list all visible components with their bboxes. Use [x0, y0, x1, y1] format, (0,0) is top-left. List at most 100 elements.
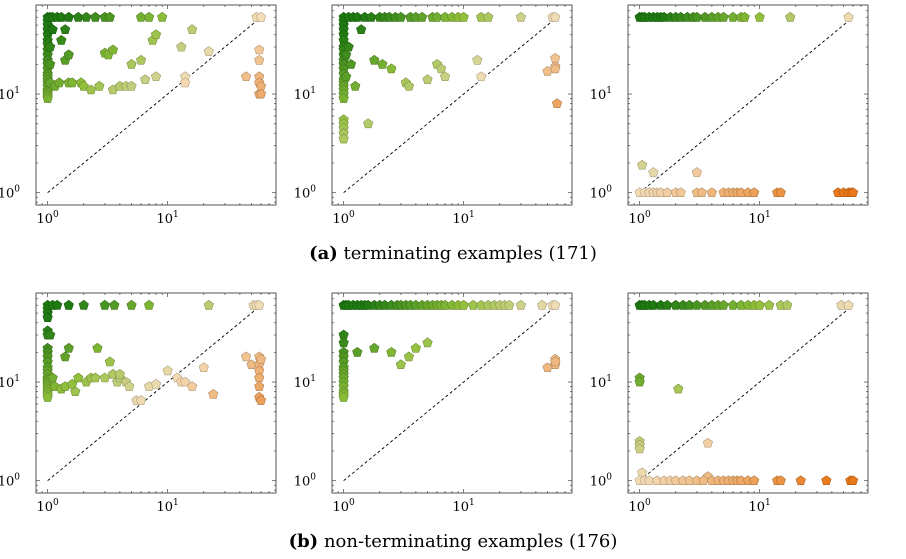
data-point: [240, 71, 252, 81]
data-point: [63, 49, 74, 60]
caption-a-label: (a): [309, 243, 338, 264]
data-point: [843, 11, 854, 22]
y-tick-label: 100: [590, 185, 613, 202]
data-point: [60, 24, 71, 35]
data-point: [410, 342, 421, 353]
data-point: [648, 167, 659, 177]
x-tick-label: 100: [36, 498, 59, 515]
data-point: [150, 29, 162, 40]
data-point: [63, 342, 74, 353]
data-point: [439, 71, 451, 81]
caption-a-text: terminating examples (171): [343, 243, 597, 264]
data-point: [81, 11, 92, 22]
data-point: [422, 74, 433, 84]
panel-b-2: 100 101 100 101: [294, 292, 573, 515]
data-point: [847, 475, 859, 486]
data-point: [109, 299, 120, 310]
data-point: [73, 372, 84, 383]
data-point: [422, 337, 433, 348]
data-point: [775, 187, 786, 197]
data-point: [369, 54, 380, 65]
data-point: [345, 59, 357, 69]
data-point: [366, 11, 377, 22]
data-point: [203, 299, 214, 310]
data-point: [107, 44, 119, 55]
data-point: [70, 386, 81, 397]
data-point: [338, 391, 349, 402]
y-tick-label: 100: [294, 185, 317, 202]
caption-b: (b) non-terminating examples (176): [0, 531, 906, 552]
y-tick-label: 100: [294, 473, 317, 490]
data-point: [338, 133, 349, 144]
data-point: [403, 351, 415, 362]
data-point: [126, 299, 137, 310]
y-tick-label: 101: [0, 86, 20, 103]
data-point: [162, 365, 173, 376]
data-point: [254, 381, 265, 391]
diagonal-reference-line: [343, 16, 558, 194]
data-point: [135, 395, 147, 405]
data-point: [536, 299, 548, 310]
diagonal-reference-line: [47, 304, 262, 482]
data-point: [255, 11, 267, 22]
data-point: [126, 59, 137, 69]
diagonal-reference-line: [639, 304, 854, 482]
data-point: [63, 299, 74, 310]
data-point: [754, 11, 765, 22]
data-point: [126, 80, 137, 91]
x-tick-label: 101: [156, 498, 178, 515]
data-point: [92, 342, 103, 353]
data-point: [180, 77, 191, 88]
data-point: [240, 351, 252, 362]
data-point: [395, 359, 406, 370]
data-point: [515, 11, 526, 22]
data-point: [706, 187, 717, 197]
panel-a-1: 100 101 100 101: [0, 4, 277, 227]
data-point: [634, 443, 645, 454]
data-point: [637, 159, 648, 170]
data-point: [254, 299, 265, 310]
data-point: [634, 376, 645, 387]
data-point: [157, 11, 168, 22]
data-point: [198, 362, 209, 373]
data-point: [150, 378, 162, 389]
data-point: [673, 383, 684, 394]
data-point: [551, 98, 563, 108]
data-point: [749, 187, 760, 197]
data-point: [691, 167, 702, 177]
data-point: [764, 299, 775, 310]
diagonal-reference-line: [343, 304, 558, 482]
y-tick-label: 101: [590, 86, 612, 103]
data-point: [42, 93, 53, 103]
x-tick-label: 101: [748, 210, 770, 227]
caption-a: (a) terminating examples (171): [0, 243, 906, 264]
data-point: [386, 347, 397, 357]
panel-b-1: 100 101 100 101: [0, 292, 277, 515]
data-point: [90, 372, 101, 383]
data-point: [78, 299, 89, 310]
data-point: [550, 11, 561, 22]
data-point: [208, 389, 219, 399]
y-tick-label: 101: [0, 374, 20, 391]
data-point: [550, 63, 561, 74]
data-point: [754, 299, 765, 310]
data-point: [341, 71, 352, 81]
diagonal-reference-line: [47, 16, 262, 194]
data-point: [350, 80, 361, 91]
data-point: [45, 329, 56, 340]
data-point: [45, 41, 56, 52]
data-point: [515, 299, 526, 310]
data-point: [255, 88, 267, 99]
data-point: [821, 475, 832, 486]
data-point: [403, 80, 415, 91]
data-point: [550, 356, 561, 367]
data-point: [476, 71, 487, 81]
data-point: [255, 353, 267, 364]
data-point: [254, 54, 265, 65]
x-tick-label: 101: [156, 210, 178, 227]
data-point: [42, 312, 53, 323]
data-point: [847, 187, 859, 197]
x-tick-label: 100: [628, 498, 651, 515]
panel-a-3: 100 101 100 101: [590, 4, 869, 227]
